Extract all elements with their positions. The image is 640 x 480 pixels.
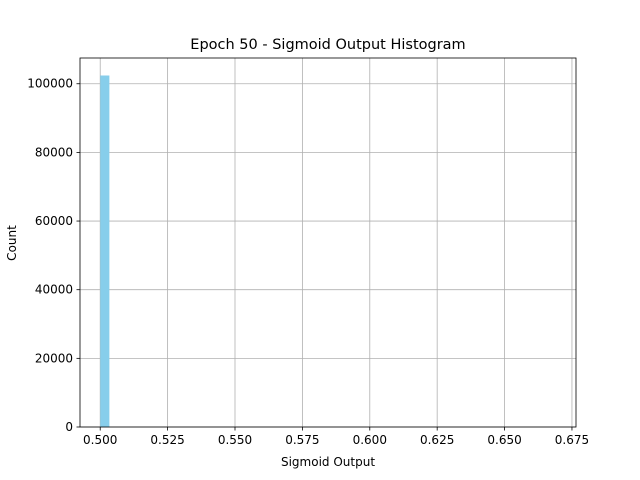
y-tick-label: 40000 [35,283,73,297]
x-tick-label: 0.550 [218,433,252,447]
chart-title: Epoch 50 - Sigmoid Output Histogram [190,37,465,53]
y-tick-label: 60000 [35,214,73,228]
grid [80,58,576,428]
x-tick-label: 0.650 [487,433,521,447]
x-tick-label: 0.625 [420,433,454,447]
y-tick-label: 100000 [27,77,73,91]
bars [100,75,110,428]
y-tick-label: 80000 [35,145,73,159]
histogram-bar [100,75,110,428]
x-tick-label: 0.575 [285,433,319,447]
x-tick-label: 0.600 [353,433,387,447]
y-axis-label: Count [5,225,19,261]
y-tick-label: 0 [65,420,73,434]
x-axis-label: Sigmoid Output [281,455,375,469]
x-tick-label: 0.500 [83,433,117,447]
x-tick-label: 0.675 [555,433,589,447]
plot-frame [79,57,577,428]
x-tick-label: 0.525 [150,433,184,447]
y-tick-label: 20000 [35,351,73,365]
ticks: 0.500 0.525 0.550 0.575 0.600 0.625 0.650 0.675… [27,77,589,447]
